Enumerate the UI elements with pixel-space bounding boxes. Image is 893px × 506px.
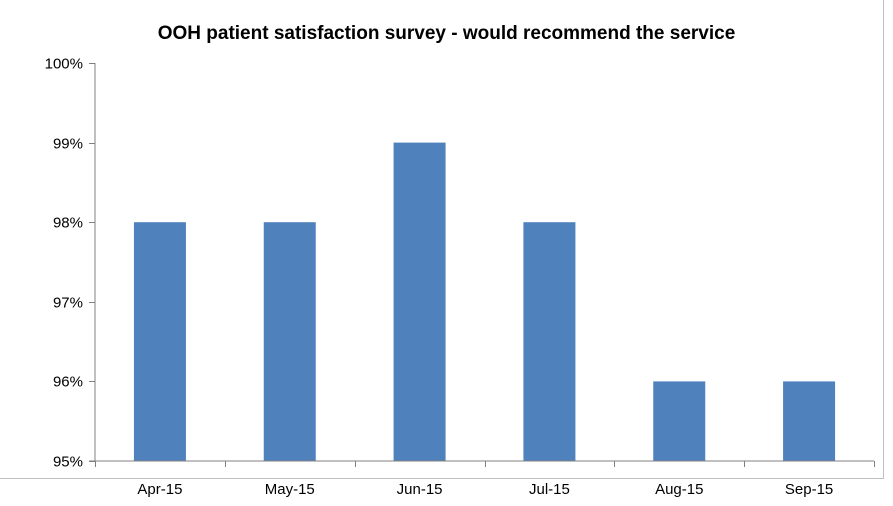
chart-title: OOH patient satisfaction survey - would … (157, 23, 736, 44)
bar-aug-15 (653, 381, 706, 461)
y-tick-label: 96% (53, 374, 83, 391)
x-tick-label: Jul-15 (529, 481, 570, 498)
y-tick-label: 95% (53, 454, 83, 471)
x-tick-label: May-15 (265, 481, 315, 498)
labels-layer: 95% 96% 97% 98% 99% 100% Apr-15 May-15 Jun-15 Jul… (45, 56, 834, 499)
bars-layer (133, 142, 836, 461)
axes-layer (89, 63, 875, 467)
y-tick-label: 100% (45, 56, 83, 73)
x-tick-label: Sep-15 (785, 481, 833, 498)
x-tick-label: Aug-15 (655, 481, 703, 498)
y-tick-label: 99% (53, 136, 83, 153)
bar-jun-15 (393, 142, 446, 461)
y-tick-label: 97% (53, 295, 83, 312)
x-tick-label: Apr-15 (137, 481, 182, 498)
y-tick-label: 98% (53, 215, 83, 232)
bar-sep-15 (783, 381, 836, 461)
bar-may-15 (263, 222, 316, 461)
x-tick-label: Jun-15 (397, 481, 443, 498)
bar-jul-15 (523, 222, 576, 461)
bar-apr-15 (133, 222, 186, 461)
